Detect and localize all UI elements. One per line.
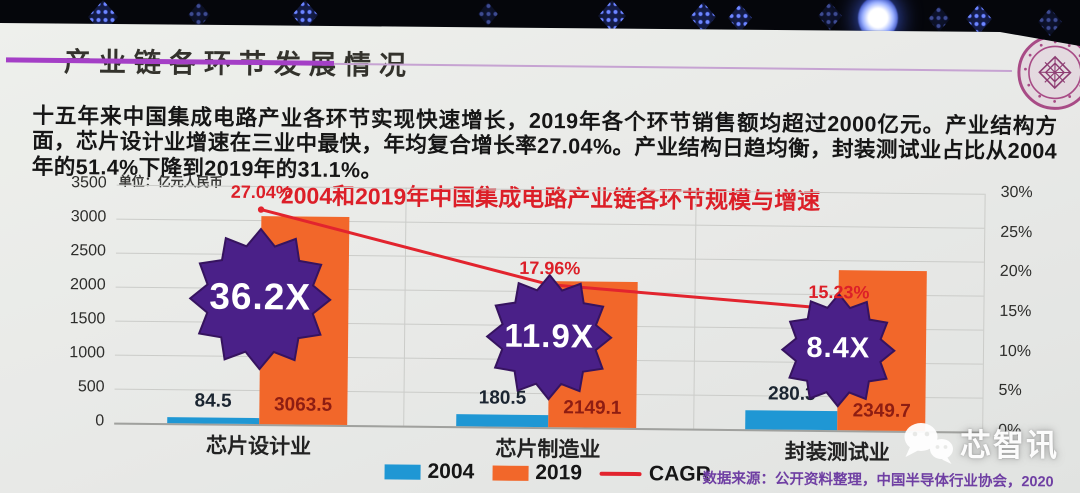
left-axis-tick: 3500 bbox=[71, 174, 107, 192]
left-axis-tick: 1500 bbox=[69, 310, 106, 328]
cagr-point-marker bbox=[257, 206, 265, 213]
multiplier-badge-label: 11.9X bbox=[504, 316, 595, 355]
left-axis-tick: 2500 bbox=[70, 242, 107, 260]
bar-2004 bbox=[166, 417, 259, 425]
stage-light bbox=[1038, 8, 1062, 36]
right-axis-tick: 5% bbox=[998, 382, 1022, 400]
stage-light bbox=[966, 4, 992, 34]
legend-item-cagr: CAGR bbox=[599, 462, 711, 487]
cagr-point-label: 15.23% bbox=[808, 282, 870, 303]
right-axis-tick: 10% bbox=[998, 342, 1032, 360]
stage-light bbox=[478, 2, 498, 26]
stage-light bbox=[728, 4, 752, 32]
category-divider-line bbox=[982, 193, 986, 432]
value-label-2004: 84.5 bbox=[194, 390, 232, 413]
right-axis-tick: 20% bbox=[999, 263, 1032, 281]
right-axis-tick: 30% bbox=[1000, 183, 1033, 202]
category-label: 芯片制造业 bbox=[495, 437, 601, 462]
stage-light bbox=[188, 2, 210, 28]
value-label-2019: 2149.1 bbox=[563, 397, 622, 419]
stage-light bbox=[292, 0, 318, 30]
category-divider-line bbox=[692, 190, 697, 429]
legend-item-2004: 2004 bbox=[384, 459, 474, 484]
cagr-point-label: 17.96% bbox=[519, 257, 581, 278]
legend-swatch-2019 bbox=[492, 465, 529, 481]
right-axis-tick: 25% bbox=[1000, 223, 1033, 241]
legend-swatch-2004 bbox=[384, 463, 421, 480]
bar-2004 bbox=[456, 413, 549, 428]
multiplier-badge-label: 8.4X bbox=[806, 331, 871, 365]
right-axis-tick: 15% bbox=[999, 302, 1032, 321]
stage-light bbox=[690, 2, 716, 32]
legend-item-2019: 2019 bbox=[492, 461, 582, 486]
watermark: 芯智讯 bbox=[902, 420, 1059, 465]
legend-label-2019: 2019 bbox=[535, 461, 583, 485]
bar-2004 bbox=[745, 410, 838, 431]
value-label-2019: 3063.5 bbox=[273, 394, 333, 416]
stage-light bbox=[928, 6, 950, 32]
wechat-icon bbox=[904, 422, 953, 464]
category-label: 封装测试业 bbox=[784, 440, 890, 465]
cagr-point-label: 27.04% bbox=[230, 182, 292, 203]
value-label-2004: 180.5 bbox=[478, 387, 527, 409]
gridline bbox=[116, 218, 985, 229]
left-axis-tick: 1000 bbox=[69, 344, 106, 362]
watermark-label: 芯智讯 bbox=[960, 428, 1059, 463]
left-axis-tick: 2000 bbox=[69, 276, 106, 294]
left-axis-tick: 500 bbox=[77, 378, 105, 396]
left-axis-tick: 3000 bbox=[70, 208, 107, 226]
value-label-2004: 280.3 bbox=[767, 383, 816, 405]
stage-light bbox=[818, 2, 842, 30]
category-divider-line bbox=[403, 187, 408, 426]
multiplier-badge-label: 36.2X bbox=[209, 275, 312, 318]
legend-swatch-cagr-line bbox=[599, 471, 643, 477]
left-axis-tick: 0 bbox=[95, 412, 105, 430]
legend-label-2004: 2004 bbox=[427, 459, 475, 484]
category-label: 芯片设计业 bbox=[206, 434, 312, 459]
chart-legend: 2004 2019 CAGR bbox=[384, 459, 711, 486]
stage-light bbox=[598, 0, 626, 32]
data-source-note: 数据来源：公开资料整理，中国半导体行业协会，2020 bbox=[702, 470, 1054, 491]
